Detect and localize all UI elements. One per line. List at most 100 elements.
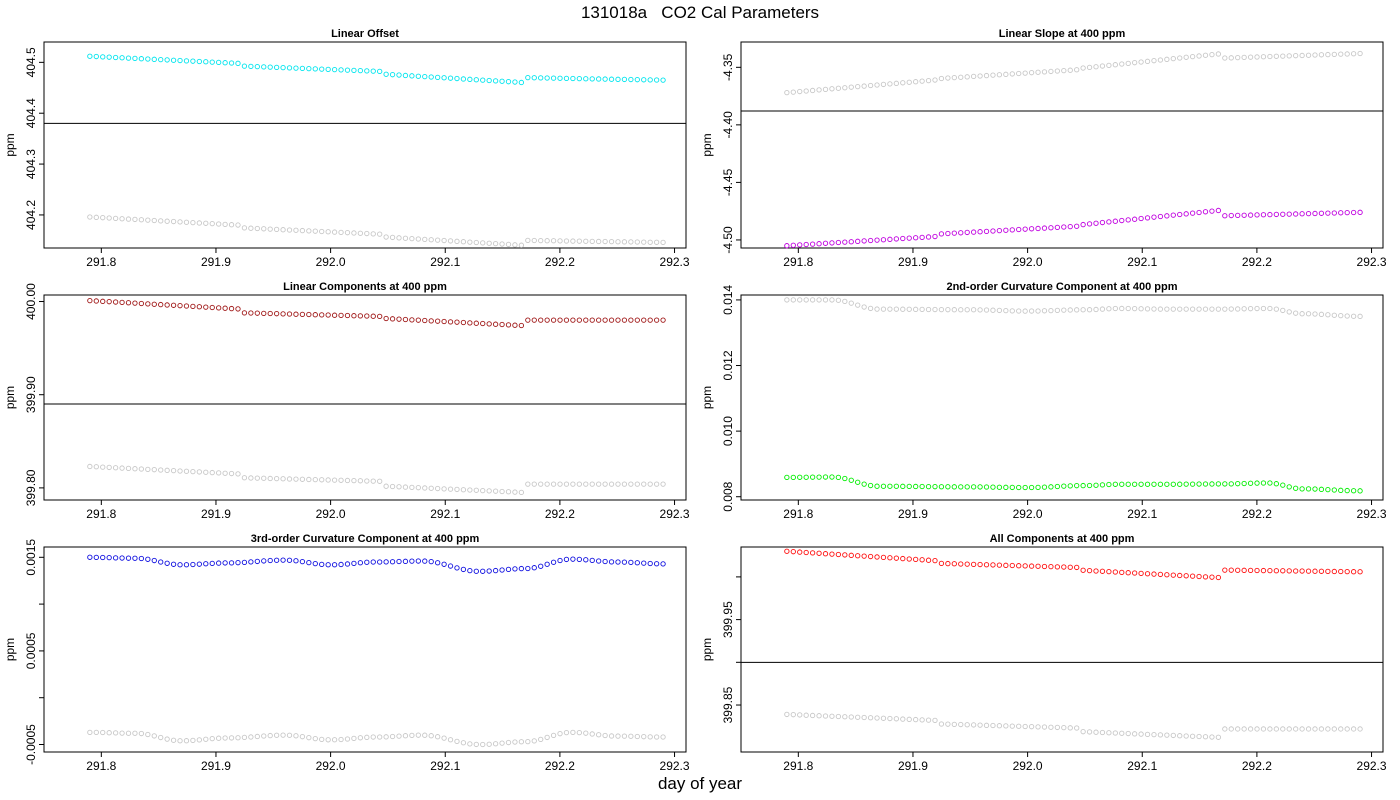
data-point-lower xyxy=(1222,481,1228,487)
data-point-lower xyxy=(887,715,893,722)
data-point-lower xyxy=(887,483,893,489)
data-point-upper xyxy=(1086,64,1093,71)
data-point-lower xyxy=(925,717,932,723)
data-point-lower xyxy=(344,230,351,236)
data-point-lower xyxy=(608,481,615,487)
data-point-upper xyxy=(428,318,434,324)
data-point-upper xyxy=(803,88,809,94)
data-point-lower xyxy=(784,474,790,481)
data-point-lower xyxy=(1177,211,1183,218)
data-point-upper xyxy=(280,557,286,563)
data-point-lower xyxy=(647,239,653,245)
data-point-upper xyxy=(1061,67,1067,74)
data-point-upper xyxy=(615,76,621,82)
data-point-lower xyxy=(958,230,964,236)
data-point-upper xyxy=(1241,54,1247,61)
data-point-upper xyxy=(435,74,441,81)
data-point-upper xyxy=(1312,52,1318,58)
panel-title: Linear Components at 400 ppm xyxy=(283,281,447,293)
data-point-upper xyxy=(1086,307,1093,313)
data-point-lower xyxy=(906,716,912,722)
data-point-lower xyxy=(977,229,983,235)
data-point-upper xyxy=(1331,51,1337,58)
data-point-lower xyxy=(1254,726,1260,732)
data-point-lower xyxy=(983,722,990,728)
data-point-lower xyxy=(183,468,190,474)
data-point-upper xyxy=(784,548,790,554)
data-point-lower xyxy=(1222,726,1228,732)
data-point-upper xyxy=(402,316,409,323)
data-point-lower xyxy=(319,228,325,235)
data-point-upper xyxy=(331,562,338,568)
data-point-lower xyxy=(1331,210,1337,216)
y-tick-label: 400.00 xyxy=(24,283,38,320)
x-tick-label: 291.9 xyxy=(201,255,231,269)
data-point-lower xyxy=(1132,481,1138,487)
plot-frame xyxy=(43,41,687,249)
data-point-upper xyxy=(351,67,357,74)
data-point-upper xyxy=(106,555,112,561)
x-tick-label: 292.0 xyxy=(1013,759,1043,773)
data-point-lower xyxy=(874,483,880,489)
data-point-upper xyxy=(628,76,634,83)
data-point-upper xyxy=(460,566,467,573)
data-point-lower xyxy=(1189,733,1196,739)
data-point-lower xyxy=(1112,730,1118,736)
data-point-lower xyxy=(996,723,1003,729)
data-point-lower xyxy=(377,734,383,740)
data-point-upper xyxy=(158,56,164,63)
y-tick-label: 0.014 xyxy=(721,285,735,315)
data-point-upper xyxy=(190,58,196,64)
y-tick-label: 399.85 xyxy=(721,686,735,723)
data-point-upper xyxy=(338,67,344,73)
data-point-lower xyxy=(1061,483,1067,489)
data-point-upper xyxy=(306,311,312,318)
data-point-lower xyxy=(1293,726,1299,732)
data-point-lower xyxy=(280,227,286,233)
data-point-upper xyxy=(1016,563,1022,569)
data-point-upper xyxy=(538,563,544,569)
data-point-upper xyxy=(299,65,306,72)
x-tick-label: 292.1 xyxy=(1127,507,1157,521)
data-point-upper xyxy=(248,63,254,70)
data-point-upper xyxy=(1138,59,1144,65)
data-point-upper xyxy=(1099,568,1106,574)
data-point-upper xyxy=(273,557,280,563)
data-point-lower xyxy=(829,474,835,480)
data-point-upper xyxy=(816,550,822,556)
data-point-lower xyxy=(203,736,209,742)
data-point-upper xyxy=(1286,53,1292,59)
data-point-lower xyxy=(1093,729,1099,735)
data-point-lower xyxy=(273,475,280,482)
data-point-lower xyxy=(447,737,454,743)
data-point-lower xyxy=(196,737,202,743)
x-tick-label: 291.8 xyxy=(783,507,813,521)
data-point-lower xyxy=(919,483,925,490)
data-point-upper xyxy=(177,303,183,309)
data-point-lower xyxy=(641,481,647,487)
data-point-lower xyxy=(1357,488,1363,494)
y-tick-label: 0.010 xyxy=(721,416,735,446)
data-point-upper xyxy=(563,75,570,82)
data-point-lower xyxy=(1357,209,1363,215)
data-point-lower xyxy=(1241,480,1247,487)
data-point-lower xyxy=(867,237,874,244)
plot-frame xyxy=(43,546,687,753)
data-point-upper xyxy=(797,88,803,95)
data-point-lower xyxy=(990,484,996,490)
data-point-upper xyxy=(1048,564,1054,570)
data-point-lower xyxy=(576,238,582,244)
data-point-lower xyxy=(235,471,241,477)
data-point-upper xyxy=(1061,307,1067,313)
data-point-upper xyxy=(861,304,867,310)
data-point-upper xyxy=(900,555,906,562)
data-point-upper xyxy=(1003,308,1009,314)
data-point-upper xyxy=(531,565,537,571)
data-point-upper xyxy=(538,317,544,323)
data-point-upper xyxy=(331,66,338,73)
data-point-lower xyxy=(983,228,990,234)
data-point-lower xyxy=(835,474,842,481)
data-point-lower xyxy=(1041,484,1048,490)
data-point-upper xyxy=(1318,568,1325,574)
data-point-upper xyxy=(422,73,428,80)
